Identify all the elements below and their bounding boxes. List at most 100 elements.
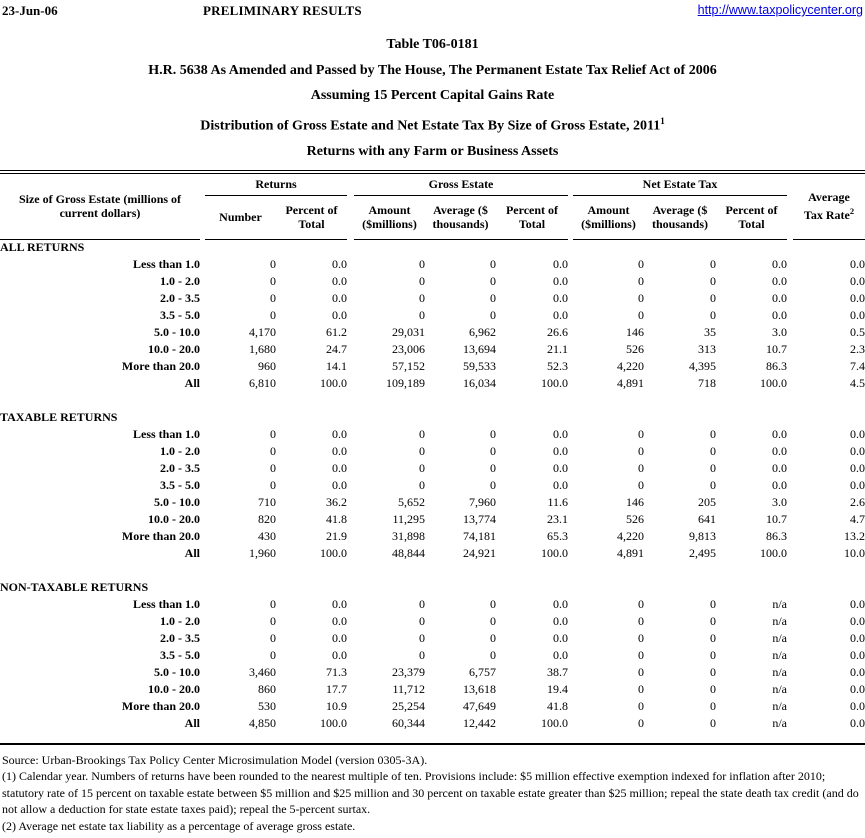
- table-row: Less than 1.0 0 0.0 0 0 0.0 0 0 n/a 0.0: [0, 596, 865, 613]
- section-header-label: ALL RETURNS: [0, 240, 85, 255]
- net-amount-cell: 526: [626, 512, 644, 526]
- gross-amount-cell: 0: [419, 274, 425, 288]
- gross-percent-cell: 38.7: [547, 665, 568, 679]
- row-label: 2.0 - 3.5: [160, 291, 200, 305]
- net-average-cell: 0: [710, 257, 716, 271]
- avg-tax-rate-cell: 0.0: [850, 427, 865, 441]
- net-amount-cell: 0: [638, 274, 644, 288]
- footnote-1: (1) Calendar year. Numbers of returns ha…: [2, 769, 859, 817]
- gross-percent-cell: 19.4: [547, 682, 568, 696]
- gross-percent-cell: 23.1: [547, 512, 568, 526]
- column-spacer: [347, 494, 354, 511]
- returns-number-cell: 0: [270, 308, 276, 322]
- gross-amount-cell: 25,254: [392, 699, 425, 713]
- gross-amount-cell: 48,844: [392, 546, 425, 560]
- net-average-cell: 0: [710, 716, 716, 730]
- gross-percent-cell: 0.0: [553, 444, 568, 458]
- column-spacer: [347, 647, 354, 664]
- net-amount-cell: 0: [638, 427, 644, 441]
- net-percent-cell: 0.0: [772, 308, 787, 322]
- blank-row: [0, 392, 865, 409]
- returns-number-cell: 0: [270, 291, 276, 305]
- gross-percent-cell: 100.0: [541, 546, 568, 560]
- net-average-cell: 0: [710, 682, 716, 696]
- gross-amount-cell: 29,031: [392, 325, 425, 339]
- net-amount-cell: 0: [638, 597, 644, 611]
- column-spacer: [347, 443, 354, 460]
- column-spacer: [347, 664, 354, 681]
- row-label: 3.5 - 5.0: [160, 478, 200, 492]
- returns-number-cell: 0: [270, 274, 276, 288]
- avg-tax-rate-cell: 0.0: [850, 699, 865, 713]
- gross-average-cell: 0: [490, 478, 496, 492]
- tpc-url-link[interactable]: http://www.taxpolicycenter.org: [697, 3, 863, 17]
- net-amount-cell: 0: [638, 631, 644, 645]
- returns-percent-cell: 24.7: [326, 342, 347, 356]
- table-row: 3.5 - 5.0 0 0.0 0 0 0.0 0 0 n/a 0.0: [0, 647, 865, 664]
- net-amount-cell: 0: [638, 444, 644, 458]
- gross-average-cell: 24,921: [463, 546, 496, 560]
- report-date: 23-Jun-06: [2, 3, 58, 18]
- header-average-tax-rate-text: Average Tax Rate: [803, 190, 850, 223]
- net-percent-cell: n/a: [772, 597, 787, 611]
- footnote-source: Source: Urban-Brookings Tax Policy Cente…: [2, 753, 428, 767]
- returns-percent-cell: 41.8: [326, 512, 347, 526]
- avg-tax-rate-cell: 7.4: [850, 359, 865, 373]
- gross-average-cell: 0: [490, 614, 496, 628]
- column-spacer: [347, 170, 354, 239]
- column-spacer: [347, 630, 354, 647]
- column-spacer: [787, 170, 793, 239]
- gross-amount-cell: 0: [419, 614, 425, 628]
- returns-percent-cell: 0.0: [332, 648, 347, 662]
- gross-amount-cell: 31,898: [392, 529, 425, 543]
- table-row: 5.0 - 10.0 3,460 71.3 23,379 6,757 38.7 0 0 n/a 0…: [0, 664, 865, 681]
- returns-number-cell: 0: [270, 444, 276, 458]
- net-percent-cell: 0.0: [772, 478, 787, 492]
- row-label: All: [184, 546, 200, 560]
- net-percent-cell: n/a: [772, 682, 787, 696]
- returns-percent-cell: 14.1: [326, 359, 347, 373]
- avg-tax-rate-cell: 0.5: [850, 325, 865, 339]
- net-average-cell: 2,495: [689, 546, 716, 560]
- returns-number-cell: 0: [270, 597, 276, 611]
- gross-percent-cell: 100.0: [541, 376, 568, 390]
- column-spacer: [347, 528, 354, 545]
- header-size-of-gross-estate: Size of Gross Estate (millions of curren…: [0, 170, 200, 240]
- returns-number-cell: 4,850: [249, 716, 276, 730]
- gross-average-cell: 0: [490, 597, 496, 611]
- gross-amount-cell: 5,652: [398, 495, 425, 509]
- net-percent-cell: 0.0: [772, 257, 787, 271]
- returns-number-cell: 6,810: [249, 376, 276, 390]
- net-average-cell: 0: [710, 699, 716, 713]
- net-amount-cell: 0: [638, 291, 644, 305]
- table-row: 2.0 - 3.5 0 0.0 0 0 0.0 0 0 0.0 0.0: [0, 290, 865, 307]
- table-row: 2.0 - 3.5 0 0.0 0 0 0.0 0 0 0.0 0.0: [0, 460, 865, 477]
- header-group-net-estate-tax: Net Estate Tax: [573, 170, 787, 196]
- section-header-label: TAXABLE RETURNS: [0, 410, 118, 424]
- header-gross-amount: Amount ($millions): [354, 195, 425, 240]
- column-spacer: [347, 715, 354, 732]
- row-label: All: [184, 376, 200, 390]
- returns-percent-cell: 100.0: [320, 376, 347, 390]
- table-header: Size of Gross Estate (millions of curren…: [0, 170, 865, 240]
- net-amount-cell: 0: [638, 665, 644, 679]
- assumption-subtitle: Assuming 15 Percent Capital Gains Rate: [310, 88, 555, 103]
- net-average-cell: 0: [710, 308, 716, 322]
- returns-percent-cell: 0.0: [332, 427, 347, 441]
- row-label: 5.0 - 10.0: [154, 325, 200, 339]
- gross-percent-cell: 0.0: [553, 461, 568, 475]
- net-average-cell: 0: [710, 614, 716, 628]
- table-row: All 1,960 100.0 48,844 24,921 100.0 4,891 2,495…: [0, 545, 865, 562]
- net-average-cell: 641: [698, 512, 716, 526]
- returns-percent-cell: 0.0: [332, 631, 347, 645]
- net-average-cell: 0: [710, 631, 716, 645]
- gross-amount-cell: 23,006: [392, 342, 425, 356]
- gross-percent-cell: 0.0: [553, 291, 568, 305]
- section-header-row: ALL RETURNS: [0, 239, 865, 256]
- avg-tax-rate-cell: 2.6: [850, 495, 865, 509]
- gross-average-cell: 47,649: [463, 699, 496, 713]
- column-spacer: [347, 460, 354, 477]
- avg-tax-rate-cell: 0.0: [850, 308, 865, 322]
- blank-cell: [0, 732, 865, 744]
- net-amount-cell: 146: [626, 325, 644, 339]
